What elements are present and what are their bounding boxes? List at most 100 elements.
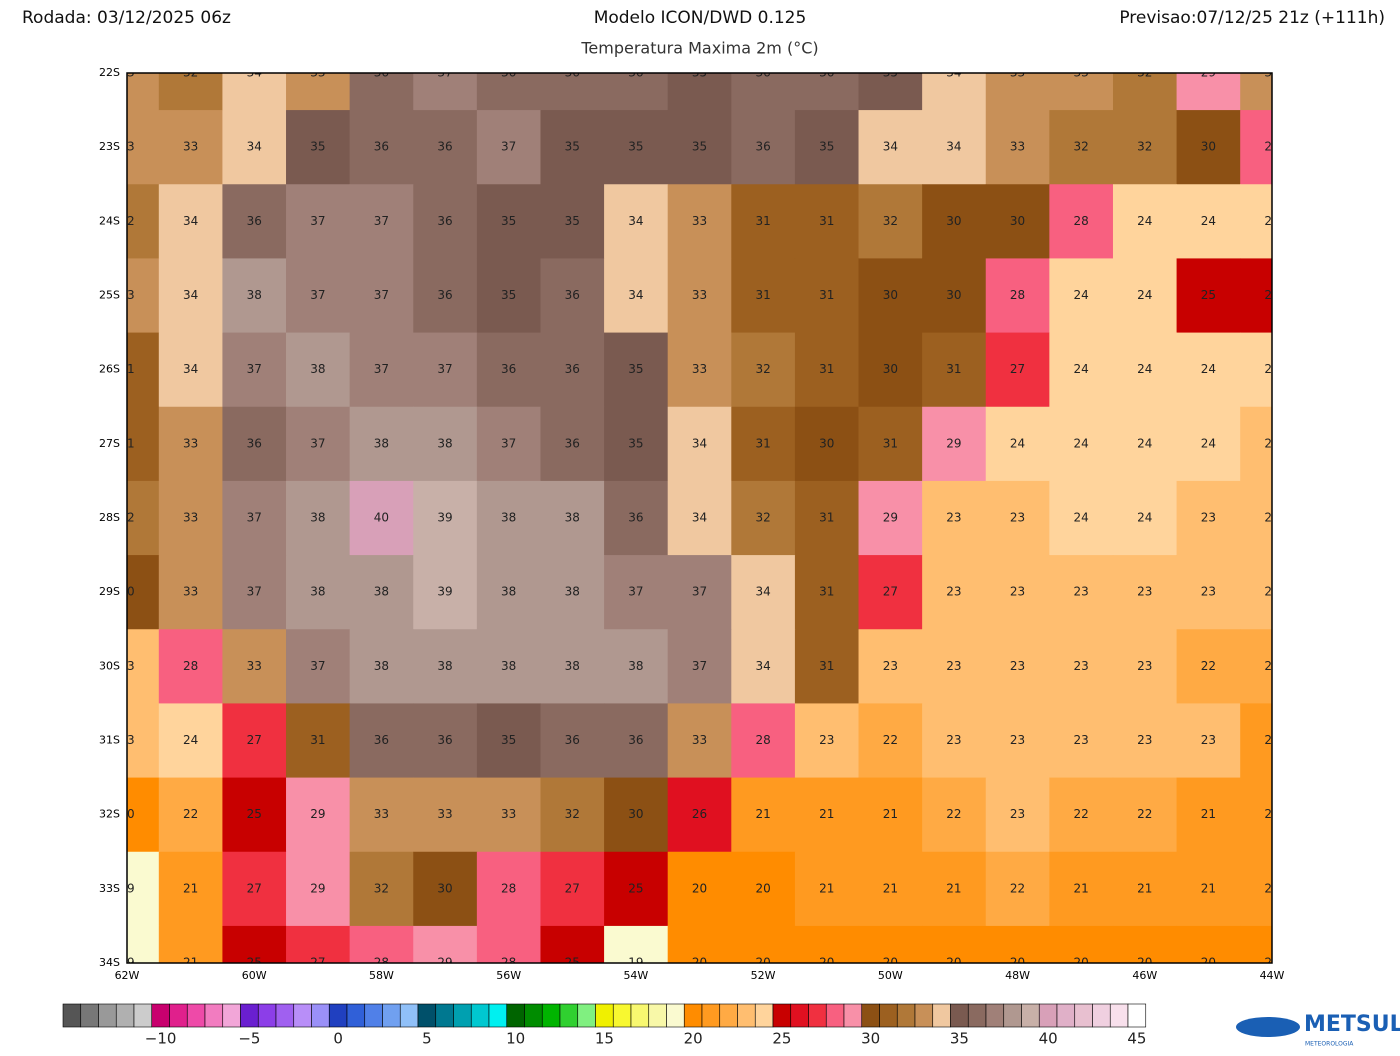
temp-value: 37 xyxy=(310,436,325,450)
temp-value: 38 xyxy=(565,585,580,599)
temp-cell xyxy=(1176,332,1241,408)
temp-value: 21 xyxy=(819,807,834,821)
temp-cell xyxy=(1049,184,1114,259)
temp-cell xyxy=(222,332,287,408)
temp-cell xyxy=(540,555,605,630)
lon-label: 56W xyxy=(496,969,521,982)
temp-value: 21 xyxy=(883,881,898,895)
temp-cell xyxy=(1240,480,1272,556)
temp-cell xyxy=(794,258,860,334)
temp-cell xyxy=(413,555,478,630)
temp-cell xyxy=(476,925,541,963)
temp-value: 40 xyxy=(374,511,389,525)
colorbar-box xyxy=(1003,1003,1022,1028)
temp-value: 20 xyxy=(119,807,134,821)
temp-value: 32 xyxy=(1137,140,1152,154)
temp-cell xyxy=(731,703,796,779)
temp-value: 31 xyxy=(755,436,770,450)
temp-value: 21 xyxy=(1074,881,1089,895)
temp-value: 35 xyxy=(628,140,643,154)
temp-value: 36 xyxy=(565,288,580,302)
map-frame xyxy=(126,72,1273,964)
temp-value: 23 xyxy=(1010,733,1025,747)
temp-value: 32 xyxy=(119,511,134,525)
temp-value: 21 xyxy=(1137,881,1152,895)
colorbar-box xyxy=(967,1003,987,1028)
temp-cell xyxy=(349,629,414,704)
temp-value: 29 xyxy=(437,956,452,970)
temp-cell xyxy=(667,703,732,779)
temp-cell xyxy=(922,110,987,185)
colorbar-tick-label: 10 xyxy=(506,1030,525,1048)
temp-value: 20 xyxy=(1201,956,1216,970)
lon-label: 58W xyxy=(369,969,394,982)
colorbar-tick-label: 40 xyxy=(1039,1030,1058,1048)
temp-value: 31 xyxy=(819,362,834,376)
temp-value: 36 xyxy=(819,66,834,80)
temp-cell xyxy=(858,332,923,408)
temp-value: 29 xyxy=(946,436,961,450)
run-label: Rodada: 03/12/2025 06z xyxy=(22,8,231,28)
temp-cell xyxy=(667,184,732,259)
colorbar-box xyxy=(115,1003,135,1028)
temp-value: 36 xyxy=(565,436,580,450)
colorbar-tick-label: 0 xyxy=(333,1030,343,1048)
temp-cell xyxy=(127,851,160,927)
temp-cell xyxy=(1176,703,1241,779)
temp-cell xyxy=(222,925,287,963)
temp-value: 36 xyxy=(628,66,643,80)
temp-cell xyxy=(922,629,987,704)
temp-value: 24 xyxy=(1264,362,1279,376)
temp-value: 23 xyxy=(119,659,134,673)
temp-value: 24 xyxy=(1074,288,1089,302)
temp-value: 21 xyxy=(755,807,770,821)
temp-cell xyxy=(985,629,1050,704)
temp-cell xyxy=(286,332,351,408)
lon-label: 62W xyxy=(115,969,140,982)
temp-value: 32 xyxy=(1137,66,1152,80)
temp-cell xyxy=(1176,480,1241,556)
temp-cell xyxy=(604,480,669,556)
temp-value: 20 xyxy=(1137,956,1152,970)
temp-cell xyxy=(222,184,287,259)
temp-cell xyxy=(222,258,287,334)
temp-value: 23 xyxy=(1264,511,1279,525)
temp-value: 28 xyxy=(1074,214,1089,228)
temp-value: 35 xyxy=(565,140,580,154)
temp-value: 31 xyxy=(119,362,134,376)
temp-value: 23 xyxy=(1264,585,1279,599)
temp-cell xyxy=(794,480,860,556)
temp-cell xyxy=(1049,480,1114,556)
temp-cell xyxy=(349,332,414,408)
temp-cell xyxy=(476,629,541,704)
temp-cell xyxy=(1112,184,1178,259)
temp-value: 34 xyxy=(692,511,707,525)
temp-cell xyxy=(349,555,414,630)
temp-cell xyxy=(858,703,923,779)
temp-cell xyxy=(127,332,160,408)
temp-value: 29 xyxy=(1201,66,1216,80)
temp-value: 23 xyxy=(883,659,898,673)
colorbar-box xyxy=(133,1003,153,1028)
temp-value: 36 xyxy=(247,436,262,450)
temp-value: 28 xyxy=(374,956,389,970)
temp-cell xyxy=(540,110,605,185)
colorbar-box xyxy=(470,1003,490,1028)
temp-cell xyxy=(922,258,987,334)
temp-value: 24 xyxy=(183,733,198,747)
temp-cell xyxy=(127,555,160,630)
temp-value: 34 xyxy=(755,585,770,599)
colorbar-box xyxy=(169,1003,188,1028)
lat-label: 26S xyxy=(99,363,120,376)
temp-value: 27 xyxy=(883,585,898,599)
temp-cell xyxy=(158,703,223,779)
temp-cell xyxy=(1049,777,1114,853)
temp-cell xyxy=(413,480,478,556)
temp-value: 27 xyxy=(247,733,262,747)
temp-value: 32 xyxy=(119,214,134,228)
temp-value: 29 xyxy=(883,511,898,525)
temp-cell xyxy=(1049,925,1114,963)
colorbar-box xyxy=(80,1003,99,1028)
temp-value: 24 xyxy=(1201,362,1216,376)
temp-value: 34 xyxy=(755,659,770,673)
